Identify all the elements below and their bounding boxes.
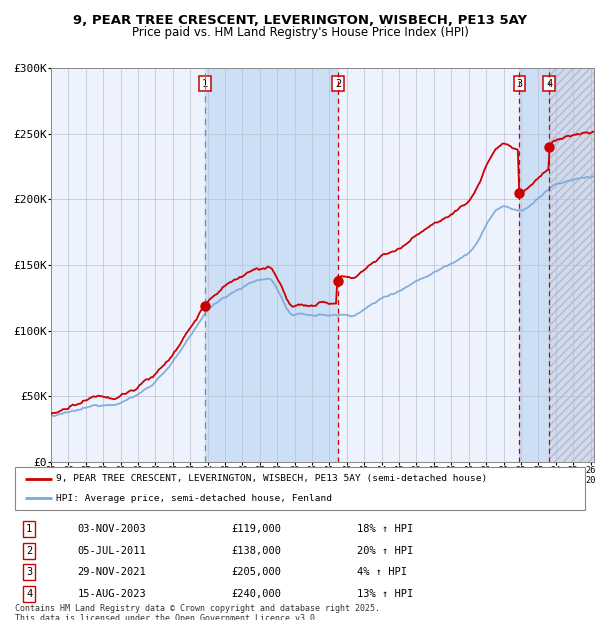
Text: 3: 3 bbox=[26, 567, 32, 577]
Text: £119,000: £119,000 bbox=[232, 524, 281, 534]
Text: 29-NOV-2021: 29-NOV-2021 bbox=[78, 567, 146, 577]
Text: £138,000: £138,000 bbox=[232, 546, 281, 556]
Text: £205,000: £205,000 bbox=[232, 567, 281, 577]
Bar bbox=[520, 68, 549, 462]
Text: £240,000: £240,000 bbox=[232, 589, 281, 599]
Text: 1: 1 bbox=[202, 79, 208, 89]
Text: 4% ↑ HPI: 4% ↑ HPI bbox=[357, 567, 407, 577]
Text: 18% ↑ HPI: 18% ↑ HPI bbox=[357, 524, 413, 534]
Text: 05-JUL-2011: 05-JUL-2011 bbox=[78, 546, 146, 556]
Bar bbox=[205, 68, 338, 462]
Text: 13% ↑ HPI: 13% ↑ HPI bbox=[357, 589, 413, 599]
Text: 20% ↑ HPI: 20% ↑ HPI bbox=[357, 546, 413, 556]
Text: 1: 1 bbox=[26, 524, 32, 534]
Text: 9, PEAR TREE CRESCENT, LEVERINGTON, WISBECH, PE13 5AY (semi-detached house): 9, PEAR TREE CRESCENT, LEVERINGTON, WISB… bbox=[56, 474, 487, 484]
Text: 03-NOV-2003: 03-NOV-2003 bbox=[78, 524, 146, 534]
Text: 4: 4 bbox=[26, 589, 32, 599]
Text: Price paid vs. HM Land Registry's House Price Index (HPI): Price paid vs. HM Land Registry's House … bbox=[131, 26, 469, 39]
Bar bbox=[549, 68, 599, 462]
Text: Contains HM Land Registry data © Crown copyright and database right 2025.
This d: Contains HM Land Registry data © Crown c… bbox=[15, 604, 380, 620]
Text: 9, PEAR TREE CRESCENT, LEVERINGTON, WISBECH, PE13 5AY: 9, PEAR TREE CRESCENT, LEVERINGTON, WISB… bbox=[73, 14, 527, 27]
Text: 4: 4 bbox=[546, 79, 552, 89]
Text: 3: 3 bbox=[516, 79, 523, 89]
Text: 15-AUG-2023: 15-AUG-2023 bbox=[78, 589, 146, 599]
Text: HPI: Average price, semi-detached house, Fenland: HPI: Average price, semi-detached house,… bbox=[56, 494, 332, 503]
Text: 2: 2 bbox=[335, 79, 341, 89]
Text: 2: 2 bbox=[26, 546, 32, 556]
